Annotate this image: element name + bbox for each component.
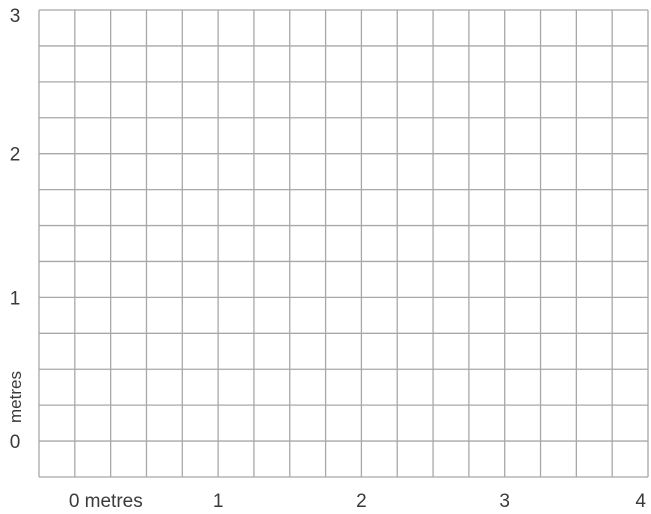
y-axis-title: metres [6,371,25,423]
y-tick-label: 0 [10,432,21,453]
grid-lines [38,9,649,478]
y-tick-labels: 0 1 2 3 [10,6,21,453]
x-tick-label: 2 [356,491,367,512]
y-tick-label: 2 [10,145,21,166]
x-tick-label: 4 [635,491,646,512]
x-tick-label: 0 metres [69,491,143,512]
x-tick-label: 1 [213,491,224,512]
y-tick-label: 3 [10,6,21,27]
y-tick-label: 1 [10,288,21,309]
x-tick-labels: 0 metres 1 2 3 4 [69,491,647,512]
x-tick-label: 3 [499,491,510,512]
